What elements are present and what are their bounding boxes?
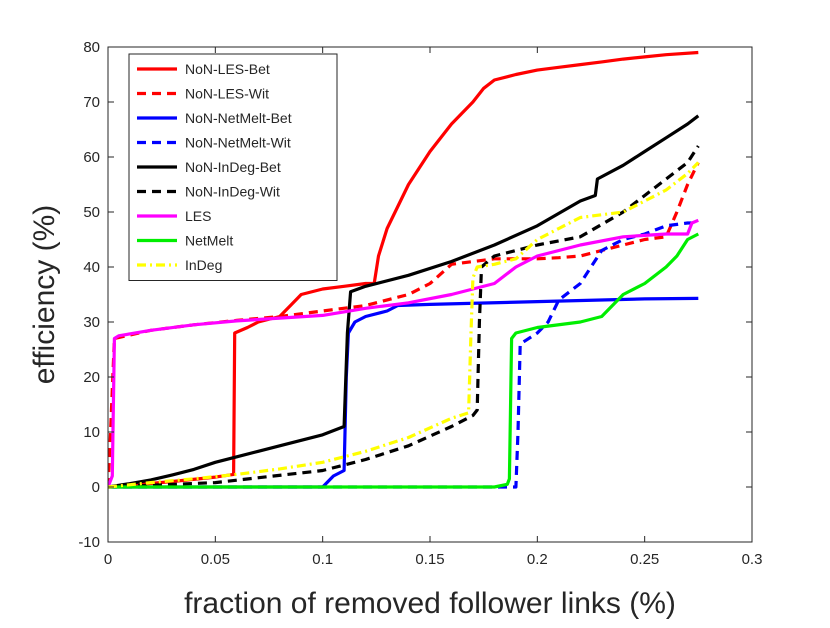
- y-tick-label: 70: [83, 94, 100, 111]
- x-tick-label: 0.15: [415, 551, 444, 568]
- legend-label: NetMelt: [185, 233, 233, 249]
- y-tick-label: 60: [83, 149, 100, 166]
- axes-layer: 0 0.05 0.1 0.15 0.2 0.25 0.3-10010203040506070…: [78, 39, 762, 568]
- x-tick-label: 0: [104, 551, 112, 568]
- legend-label: NoN-NetMelt-Bet: [185, 110, 292, 126]
- x-tick-label: 0.3: [742, 551, 763, 568]
- legend-label: InDeg: [185, 257, 222, 273]
- legend: NoN-LES-Bet NoN-LES-Wit NoN-NetMelt-Bet NoN…: [128, 53, 338, 281]
- series-line-non-netmelt-bet: [108, 296, 699, 489]
- y-tick-label: 80: [83, 39, 100, 56]
- x-axis-label: fraction of removed follower links (%): [184, 587, 676, 620]
- legend-label: NoN-InDeg-Bet: [185, 159, 281, 175]
- y-tick-label: 0: [92, 479, 100, 496]
- y-tick-label: 30: [83, 314, 100, 331]
- y-tick-label: 20: [83, 369, 100, 386]
- legend-label: NoN-LES-Bet: [185, 61, 270, 77]
- series-line-indeg: [108, 161, 700, 489]
- y-tick-label: 50: [83, 204, 100, 221]
- x-tick-label: 0.2: [527, 551, 548, 568]
- x-tick-label: 0.05: [201, 551, 230, 568]
- series-line-netmelt: [108, 232, 700, 489]
- series-line-non-indeg-bet: [108, 114, 700, 489]
- series-line-non-les-bet: [108, 50, 699, 489]
- y-tick-label: 10: [83, 424, 100, 441]
- x-tick-label: 0.25: [630, 551, 659, 568]
- series-layer: [108, 50, 700, 489]
- x-tick-label: 0.1: [312, 551, 333, 568]
- series-line-non-indeg-wit: [108, 145, 700, 489]
- legend-label: NoN-LES-Wit: [185, 86, 269, 102]
- legend-label: LES: [185, 208, 211, 224]
- legend-label: NoN-NetMelt-Wit: [185, 135, 291, 151]
- series-line-les: [108, 218, 699, 488]
- y-axis-label: efficiency (%): [28, 205, 61, 385]
- y-tick-label: 40: [83, 259, 100, 276]
- series-line-non-les-wit: [108, 161, 700, 488]
- legend-label: NoN-InDeg-Wit: [185, 184, 280, 200]
- y-tick-label: -10: [78, 534, 100, 551]
